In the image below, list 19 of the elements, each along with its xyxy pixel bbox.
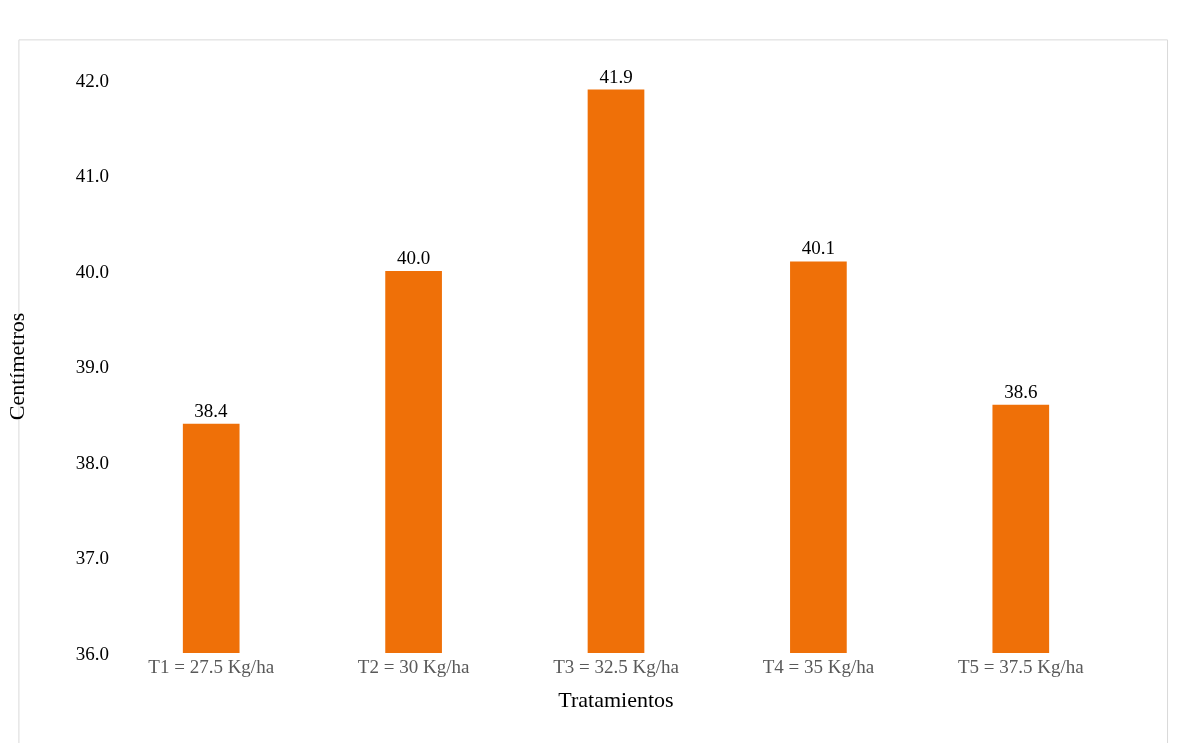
x-tick-label: T2 = 30 Kg/ha	[357, 656, 470, 677]
y-axis-title: Centímetros	[3, 312, 29, 421]
data-label: 38.6	[1004, 380, 1038, 402]
y-tick-label: 37.0	[75, 547, 109, 569]
x-tick-label: T3 = 32.5 Kg/ha	[553, 656, 680, 677]
x-tick-label: T5 = 37.5 Kg/ha	[957, 656, 1085, 677]
data-label: 40.1	[801, 237, 836, 259]
y-tick-label: 39.0	[75, 356, 109, 378]
data-label: 41.9	[599, 65, 633, 87]
x-tick-label: T4 = 35 Kg/ha	[762, 656, 875, 677]
y-tick-label: 38.0	[75, 451, 109, 473]
y-tick-label: 40.0	[75, 260, 109, 282]
x-axis-title: Tratamientos	[558, 686, 674, 712]
data-label: 38.4	[194, 399, 229, 421]
y-tick-label: 41.0	[75, 165, 109, 187]
x-tick-label: T1 = 27.5 Kg/ha	[148, 656, 275, 677]
data-label: 40.0	[396, 247, 431, 268]
y-tick-label: 36.0	[75, 642, 109, 664]
y-tick-label: 42.0	[75, 69, 109, 91]
